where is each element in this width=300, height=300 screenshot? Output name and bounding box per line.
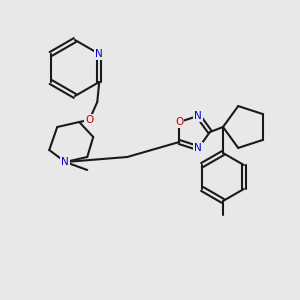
Text: N: N — [194, 143, 202, 153]
Text: O: O — [85, 115, 93, 125]
Text: N: N — [95, 49, 103, 59]
Text: N: N — [194, 111, 202, 121]
Text: O: O — [175, 117, 183, 127]
Text: N: N — [61, 157, 69, 167]
